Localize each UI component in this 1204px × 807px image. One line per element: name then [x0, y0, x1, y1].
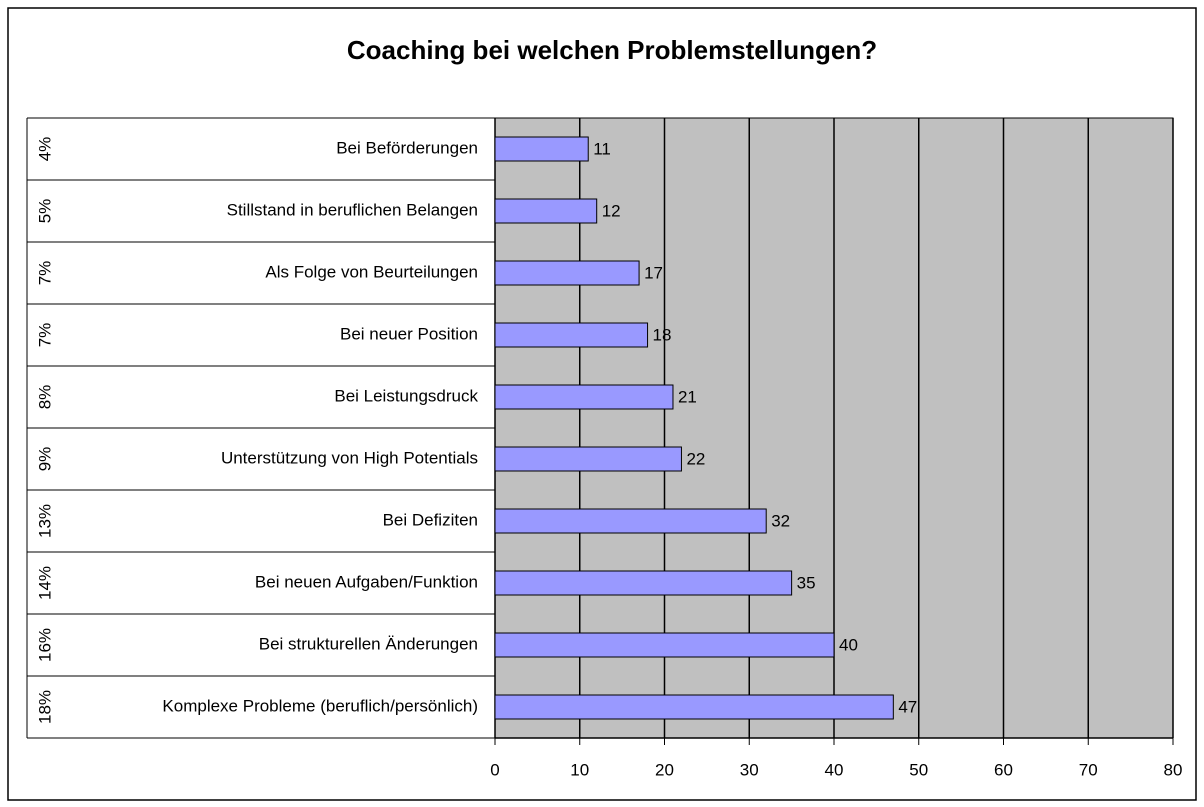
share-label: 9%: [35, 447, 54, 472]
bar: [494, 632, 835, 658]
share-label: 5%: [35, 199, 54, 224]
share-label: 7%: [35, 261, 54, 286]
category-label: Bei strukturellen Änderungen: [259, 634, 478, 653]
category-label: Bei neuer Position: [340, 324, 478, 343]
category-label: Bei Leistungsdruck: [334, 386, 478, 405]
share-label: 13%: [35, 504, 54, 538]
category-label: Bei Beförderungen: [336, 138, 478, 157]
bar: [494, 136, 589, 162]
share-label: 14%: [35, 566, 54, 600]
share-label: 8%: [35, 385, 54, 410]
share-label: 18%: [35, 690, 54, 724]
x-tick-label: 60: [994, 760, 1013, 779]
data-label: 18: [653, 325, 672, 344]
x-tick-label: 30: [740, 760, 759, 779]
x-tick-label: 70: [1079, 760, 1098, 779]
data-label: 21: [678, 387, 697, 406]
category-label: Bei neuen Aufgaben/Funktion: [255, 572, 478, 591]
bar: [494, 508, 767, 534]
bar: [494, 446, 682, 472]
bar: [494, 322, 649, 348]
data-label: 32: [771, 511, 790, 530]
data-label: 17: [644, 263, 663, 282]
data-label: 35: [797, 573, 816, 592]
x-tick-label: 0: [490, 760, 499, 779]
share-label: 7%: [35, 323, 54, 348]
x-tick-label: 50: [909, 760, 928, 779]
data-label: 11: [593, 139, 611, 158]
category-label: Stillstand in beruflichen Belangen: [227, 200, 478, 219]
chart-title: Coaching bei welchen Problemstellungen?: [347, 35, 877, 65]
bar: [494, 570, 793, 596]
bar: [494, 260, 640, 286]
category-label: Komplexe Probleme (beruflich/persönlich): [162, 696, 478, 715]
x-tick-label: 20: [655, 760, 674, 779]
category-label: Unterstützung von High Potentials: [221, 448, 478, 467]
x-tick-label: 80: [1164, 760, 1183, 779]
x-tick-label: 10: [570, 760, 589, 779]
category-label: Bei Defiziten: [383, 510, 478, 529]
data-label: 22: [686, 449, 705, 468]
data-label: 47: [898, 697, 917, 716]
share-label: 4%: [35, 137, 54, 162]
data-label: 40: [839, 635, 858, 654]
bar: [494, 198, 598, 224]
share-label: 16%: [35, 628, 54, 662]
data-label: 12: [602, 201, 621, 220]
x-tick-label: 40: [825, 760, 844, 779]
bar: [494, 694, 894, 720]
bar: [494, 384, 674, 410]
category-label: Als Folge von Beurteilungen: [265, 262, 478, 281]
